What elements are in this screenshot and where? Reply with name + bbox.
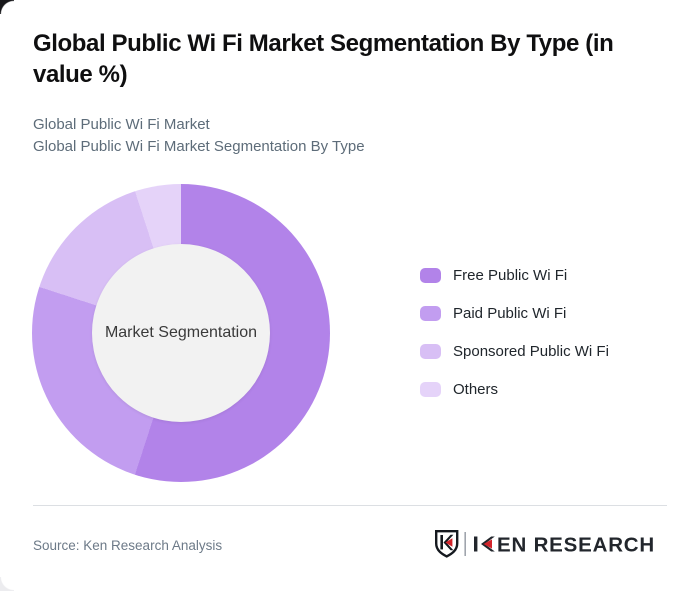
donut-center: Market Segmentation bbox=[92, 244, 270, 422]
chart-subtitle: Global Public Wi Fi Market Global Public… bbox=[33, 114, 633, 157]
legend-swatch-icon bbox=[420, 305, 441, 321]
page-title-line2: value %) bbox=[33, 61, 128, 88]
legend-swatch-icon bbox=[420, 343, 441, 359]
legend-swatch-icon bbox=[420, 267, 441, 283]
donut-chart: Market Segmentation bbox=[32, 184, 330, 482]
logo-divider-bar bbox=[464, 532, 466, 556]
window-rounded-corner bbox=[0, 0, 14, 14]
logo-k-glyph bbox=[474, 536, 495, 552]
footer-divider bbox=[33, 505, 667, 506]
chart-legend: Free Public Wi Fi Paid Public Wi Fi Spon… bbox=[420, 256, 609, 408]
chart-subtitle-line1: Global Public Wi Fi Market bbox=[33, 116, 210, 133]
page-title-line1: Global Public Wi Fi Market Segmentation … bbox=[33, 30, 614, 57]
ken-research-shield-icon bbox=[435, 530, 459, 558]
legend-item-paid: Paid Public Wi Fi bbox=[420, 294, 609, 332]
page-title: Global Public Wi Fi Market Segmentation … bbox=[33, 28, 683, 90]
legend-item-free: Free Public Wi Fi bbox=[420, 256, 609, 294]
logo-wordmark-text: EN RESEARCH bbox=[497, 533, 655, 556]
source-note: Source: Ken Research Analysis bbox=[33, 538, 223, 553]
legend-label: Free Public Wi Fi bbox=[453, 266, 568, 284]
legend-label: Others bbox=[453, 380, 499, 398]
legend-item-others: Others bbox=[420, 370, 609, 408]
window-rounded-corner-bottom bbox=[0, 577, 14, 591]
chart-subtitle-line2: Global Public Wi Fi Market Segmentation … bbox=[33, 137, 365, 155]
legend-swatch-icon bbox=[420, 381, 441, 397]
legend-item-sponsored: Sponsored Public Wi Fi bbox=[420, 332, 609, 370]
legend-label: Paid Public Wi Fi bbox=[453, 304, 567, 322]
donut-center-label: Market Segmentation bbox=[104, 324, 258, 341]
legend-label: Sponsored Public Wi Fi bbox=[453, 342, 609, 360]
ken-research-logo: EN RESEARCH bbox=[435, 530, 655, 558]
